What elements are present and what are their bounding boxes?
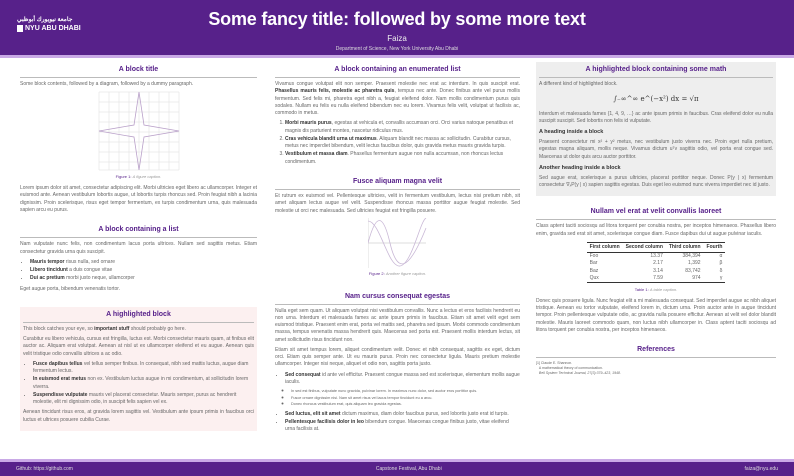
table-block: Nullam vel erat at velit convallis laore… — [536, 204, 776, 334]
list-item: Cras vehicula blandit urna ut maximus. A… — [285, 136, 520, 151]
inner-heading: A heading inside a block — [539, 129, 604, 136]
block-text: Aenean tincidunt risus eros, at gravida … — [23, 409, 254, 423]
block-text: Nulla eget sem quam. Ut aliquam volutpat… — [275, 307, 520, 343]
institute: Department of Science, New York Universi… — [335, 46, 459, 52]
references-block: References [1] Claude E. Shannon. A math… — [536, 342, 776, 376]
list-item: Morbi mauris purus, egestas at vehicula … — [285, 120, 520, 135]
logo-arabic: جامعة نيويورك أبوظبي — [17, 17, 73, 23]
logo-text: NYU ABU DHABI — [25, 25, 81, 32]
block-title-block: A block title Some block contents, follo… — [20, 62, 257, 214]
block-text: Eget augue porta, bibendum venenatis tor… — [20, 285, 121, 292]
list-item: Fusce dapibus tellus vel tellus semper f… — [33, 361, 254, 376]
list-item: Libero tincidunt a duis congue vitae — [30, 267, 257, 274]
list-item: Sed luctus, elit sit amet dictum maximus… — [285, 411, 520, 418]
list-item: Suspendisse vulputate mauris vel placera… — [33, 392, 254, 407]
block-heading: A block containing a list — [20, 222, 257, 239]
table-row: Bar 2.17 1,392 β — [589, 260, 723, 267]
figure-label: Figure 1: — [115, 174, 132, 180]
left-column: A block title Some block contents, follo… — [20, 62, 257, 439]
inner-heading: Another heading inside a block — [539, 164, 621, 171]
list-item: Sed consequat id ante vel efficitur. Pra… — [285, 372, 520, 408]
block-text: Donec quis posuere ligula. Nunc feugiat … — [536, 297, 776, 333]
block-heading: Nullam vel erat at velit convallis laore… — [536, 204, 776, 221]
figure-label: Figure 2: — [368, 270, 385, 276]
poster-header: جامعة نيويورك أبوظبي NYU ABU DHABI Some … — [0, 0, 794, 55]
block-heading: A highlighted block — [23, 307, 254, 323]
poster-footer: Github: https://github.com Capstone Fest… — [0, 462, 794, 476]
block-text: Sed augue erat, scelerisque a purus ultr… — [539, 174, 773, 188]
block-heading: Nam cursus consequat egestas — [275, 289, 520, 305]
list-block: A block containing a list Nam vulputate … — [20, 222, 257, 293]
figure-caption: Another figure caption. — [385, 270, 427, 276]
table-row: Baz 3.14 83,742 δ — [589, 267, 723, 274]
table-label: Table 1: — [634, 287, 649, 293]
block-text: A different kind of highlighted block. — [539, 81, 618, 88]
list-item: In euismod erat metus non ex. Vestibulum… — [33, 376, 254, 391]
block-text: Nam vulputate nunc felis, non condimentu… — [20, 241, 257, 255]
block-text: Lorem ipsum dolor sit amet, consectetur … — [20, 185, 257, 213]
torch-icon — [17, 25, 23, 32]
footer-stripe — [0, 459, 794, 462]
block-text: This block catches your eye, so importan… — [23, 325, 186, 332]
header-stripe — [0, 55, 794, 58]
sine-diagram — [367, 217, 426, 268]
block-text: Et rutrum ex euismod vel. Pellentesque u… — [275, 193, 520, 214]
list-item: Dui ac pretium morbi justo neque, ullamc… — [30, 275, 257, 282]
block-text: Vivamus congue volutpat elit non semper.… — [275, 81, 520, 117]
poster-title: Some fancy title: followed by some more … — [208, 9, 586, 29]
figure-caption: A figure caption. — [132, 174, 162, 180]
block-text: Etiam sit amet tempus lorem, aliquet con… — [275, 346, 520, 368]
list-item: Pellentesque facilisis dolor in leo bibe… — [285, 419, 520, 434]
block-text: Praesent consectetur mi x² + y² metus, n… — [539, 139, 773, 160]
reference-item: [1] Claude E. Shannon. A mathematical th… — [536, 361, 621, 376]
block-heading: A highlighted block containing some math — [539, 62, 773, 79]
data-table: First column Second column Third column Fou… — [586, 241, 726, 284]
author: Faiza — [387, 34, 407, 43]
sub-list-item: In sed est finibus, vulputate nunc gravi… — [291, 389, 520, 395]
math-block: A highlighted block containing some math… — [536, 62, 776, 197]
list-item: Mauris tempor risus nulla, sed ornare — [30, 259, 257, 266]
list-item: Vestibulum et massa diam. Phasellus ferm… — [285, 151, 520, 166]
table-row: Foo 13.37 384,394 α — [589, 253, 723, 260]
star-diagram — [98, 92, 179, 171]
block-text: Curabitur eu libero vehicula, cursus est… — [23, 336, 254, 357]
table-caption: A table caption. — [649, 287, 678, 293]
enumerated-block: A block containing an enumerated list Vi… — [275, 62, 520, 166]
nam-cursus-block: Nam cursus consequat egestas Nulla eget … — [275, 289, 520, 434]
block-heading: A block containing an enumerated list — [275, 62, 520, 79]
block-text: Some block contents, followed by a diagr… — [20, 81, 194, 88]
footer-email[interactable]: faiza@nyu.edu — [744, 466, 778, 472]
equation: ∫₋∞^∞ e^(−x²) dx = √π — [613, 95, 699, 104]
table-row: Qux 7.59 974 γ — [589, 274, 723, 281]
footer-github-link[interactable]: Github: https://github.com — [16, 466, 73, 472]
right-column: A highlighted block containing some math… — [536, 62, 776, 384]
block-text: Interdum et malesuada fames {1, 4, 9, …}… — [539, 110, 773, 124]
sub-list-item: Donec rhoncus vestibulum erat, quis aliq… — [291, 402, 520, 408]
figure-block: Fusce aliquam magna velit Et rutrum ex e… — [275, 174, 520, 277]
middle-column: A block containing an enumerated list Vi… — [275, 62, 520, 441]
block-text: Class aptent taciti sociosqu ad litora t… — [536, 223, 776, 237]
block-heading: References — [536, 342, 776, 359]
sub-list-item: Fusce ornare dignissim nisi. Nam sit ame… — [291, 396, 520, 402]
nyuad-logo: جامعة نيويورك أبوظبي NYU ABU DHABI — [17, 16, 81, 32]
block-heading: Fusce aliquam magna velit — [275, 174, 520, 191]
footer-event: Capstone Festival, Abu Dhabi — [375, 466, 442, 472]
block-heading: A block title — [20, 62, 257, 79]
highlighted-block: A highlighted block This block catches y… — [20, 306, 257, 431]
